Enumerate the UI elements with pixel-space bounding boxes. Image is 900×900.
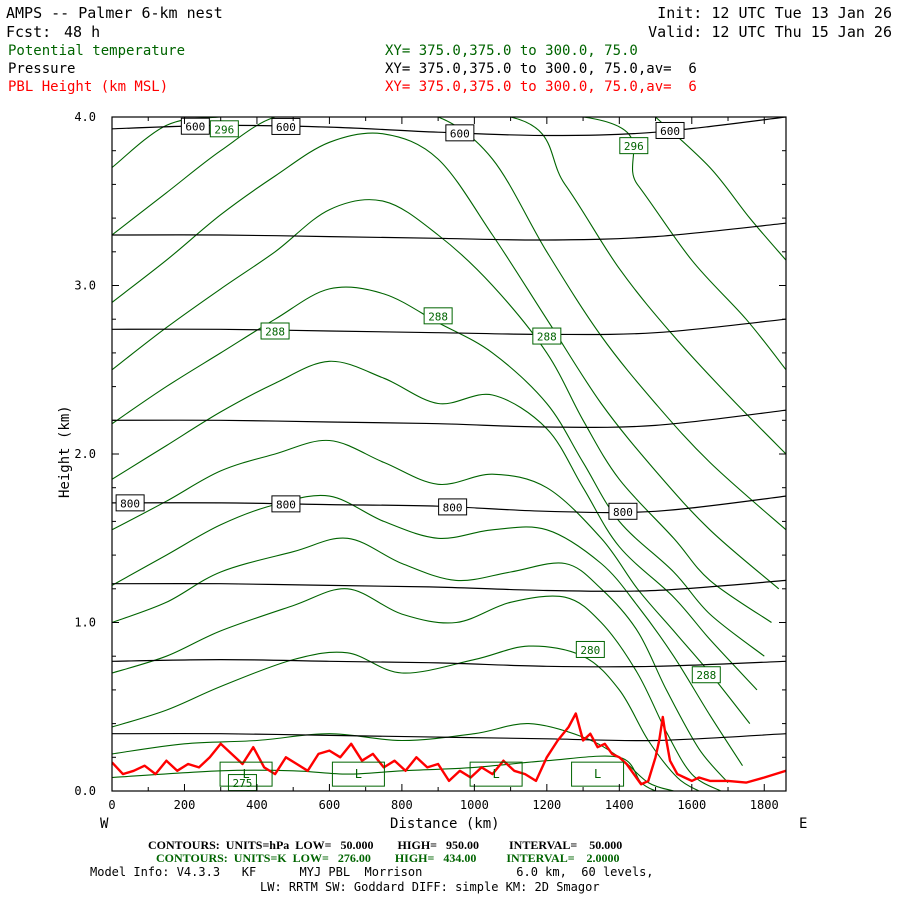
theta-label: 275 [233,777,253,790]
low-marker: L [492,767,499,781]
isobar-label: 600 [185,121,205,134]
fcst-value: 48 h [64,23,101,41]
x-tick-label: 1400 [605,798,634,812]
theta-contour-302 [112,117,786,371]
pbl-height-group [112,712,786,786]
legend-pressure-xy: XY= 375.0,375.0 to 300.0, 75.0,av= 6 [385,61,697,77]
x-tick-label: 400 [246,798,268,812]
isobar-700 [112,318,786,336]
isobar-label-box [438,498,468,516]
theta-contour-294 [112,199,772,623]
x-tick-label: 0 [108,798,115,812]
theta-label-box [619,137,649,155]
isobar-850 [112,579,786,592]
isobar-label-box [608,502,638,520]
low-marker-box [571,761,625,787]
isobar-label: 800 [276,498,296,511]
theta-contour-296 [112,132,780,590]
theta-label-box [209,120,239,138]
theta-label: 288 [696,669,716,682]
isobar-label: 600 [660,125,680,138]
isobar-750 [112,409,786,428]
legend-pbl-label: PBL Height (km MSL) [8,79,169,95]
theta-label: 288 [428,310,448,323]
low-marker: L [594,767,601,781]
pressure-isobars-group [112,117,786,742]
theta-label-box [260,322,290,340]
isobar-label-box [115,494,145,512]
theta-contour-290 [112,360,758,691]
low-marker-box [331,761,385,787]
east-label: E [799,816,808,832]
y-tick-label: 1.0 [74,616,96,630]
valid-text: Valid: 12 UTC Thu 15 Jan 26 [648,23,892,41]
fcst-label: Fcst: [6,23,52,41]
x-tick-label: 600 [319,798,341,812]
isobar-650 [112,222,786,241]
x-tick-label: 800 [391,798,413,812]
low-marker-box [219,761,273,787]
isobar-label: 600 [276,121,296,134]
theta-label: 296 [214,123,234,136]
west-label: W [100,816,109,832]
theta-contour-276 [112,755,656,791]
x-tick-label: 1800 [750,798,779,812]
theta-label-box [691,666,721,684]
theta-contour-292 [112,286,765,657]
isobar-label-box [655,121,685,139]
low-marker: L [355,767,362,781]
title-text: AMPS -- Palmer 6-km nest [6,4,223,22]
x-tick-label: 1600 [677,798,706,812]
x-tick-label: 1200 [532,798,561,812]
axes-group: 0 200 400 600 800 1000 1200 1400 1600 1800 0.0 1.0 2… [74,110,787,812]
isobar-label: 800 [120,497,140,510]
theta-contour-284 [112,537,729,783]
isobar-label: 800 [443,501,463,514]
isobar-label-box [445,124,475,142]
legend-pbl-xy: XY= 375.0,375.0 to 300.0, 75.0,av= 6 [385,79,697,95]
theta-label-box [423,307,453,325]
footer-physics: LW: RRTM SW: Goddard DIFF: simple KM: 2D… [260,880,600,894]
y-tick-label: 2.0 [74,447,96,461]
theta-label: 280 [580,644,600,657]
isobar-label-box [271,495,301,513]
low-marker: L [242,767,249,781]
footer-model-info: Model Info: V4.3.3 KF MYJ PBL Morrison 6… [90,865,654,879]
isobar-900 [112,658,786,668]
low-marker-box [469,761,523,787]
theta-label: 296 [624,140,644,153]
legend-theta-label: Potential temperature [8,43,186,59]
footer-theta-contours: CONTOURS: UNITS=K LOW= 276.00 HIGH= 434.… [156,851,620,865]
x-axis-label: Distance (km) [390,816,500,832]
pbl-height-line [112,712,786,786]
x-tick-label: 200 [174,798,196,812]
init-text: Init: 12 UTC Tue 13 Jan 26 [657,4,892,22]
isobar-label: 800 [613,506,633,519]
theta-label-box [575,640,605,658]
theta-label: 288 [537,331,557,344]
legend-pressure-label: Pressure [8,61,76,77]
x-tick-label: 1000 [460,798,489,812]
theta-label-box [532,327,562,345]
theta-label: 288 [265,325,285,338]
y-axis-label: Height (km) [57,405,73,498]
isobar-label: 600 [450,127,470,140]
theta-contour-286 [112,494,743,766]
contour-labels-group: 600 600 600 600 800 800 800 800 296 296 288 288 288 2… [115,117,721,792]
y-tick-label: 3.0 [74,279,96,293]
y-tick-label: 0.0 [74,784,96,798]
footer-pressure-contours: CONTOURS: UNITS=hPa LOW= 50.000 HIGH= 95… [148,838,623,852]
isobar-label-box [271,117,301,135]
legend-theta-xy: XY= 375.0,375.0 to 300.0, 75.0 [385,43,638,59]
theta-contour-288 [112,439,751,724]
theta-contours-group [112,117,786,791]
isobar-950 [112,732,786,742]
isobar-label-box [180,117,210,135]
y-tick-label: 4.0 [74,110,96,124]
